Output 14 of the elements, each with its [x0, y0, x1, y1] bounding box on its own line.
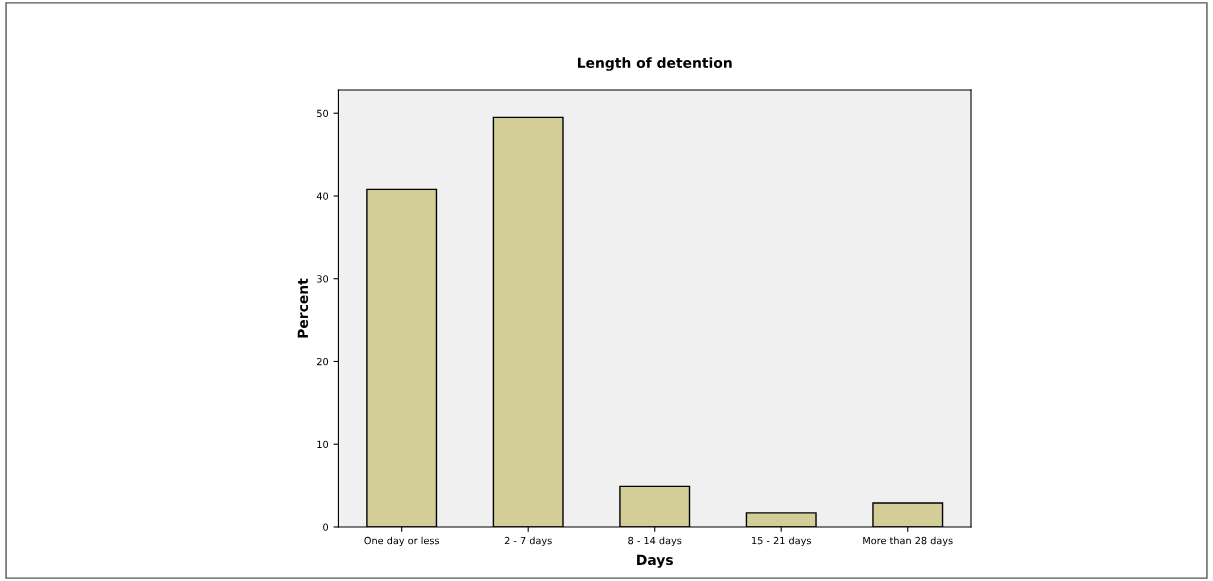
chart-title: Length of detention: [577, 57, 732, 71]
x-tick-label: More than 28 days: [863, 536, 953, 547]
y-tick-label: 0: [323, 523, 329, 531]
x-tick-label: One day or less: [364, 536, 440, 547]
y-tick-label: 40: [316, 192, 329, 200]
x-tick-label: 2 - 7 days: [504, 536, 552, 547]
x-tick-label: 8 - 14 days: [628, 536, 682, 547]
y-axis-title: Percent: [297, 278, 309, 338]
y-tick-label: 20: [317, 357, 329, 366]
x-tick-label: 15 - 21 days: [752, 536, 811, 547]
y-tick-label: 50: [317, 109, 329, 118]
x-axis-title: Days: [637, 554, 673, 568]
y-tick-label: 30: [317, 275, 329, 283]
y-tick-label: 10: [317, 440, 329, 449]
